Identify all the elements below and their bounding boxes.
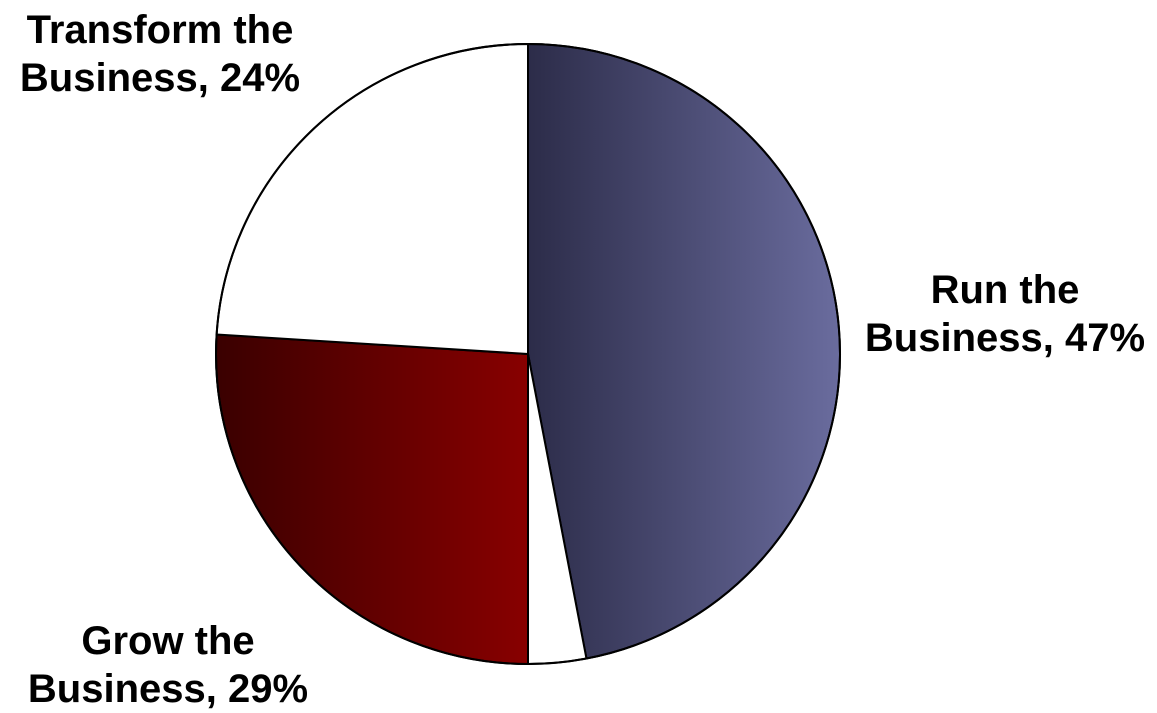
pie-slices [215, 43, 841, 665]
label-transform-line2: Business, 24% [19, 56, 301, 100]
label-grow-line1: Grow the [81, 619, 255, 663]
slice-run-the-business [527, 43, 841, 660]
label-run-the-business: Run the Business, 47% [858, 266, 1152, 362]
label-run-line2: Business, 47% [864, 316, 1146, 360]
label-grow-the-business: Grow the Business, 29% [8, 617, 328, 713]
label-transform-line1: Transform the [26, 8, 294, 52]
label-grow-line2: Business, 29% [27, 667, 309, 711]
label-transform-the-business: Transform the Business, 24% [0, 6, 320, 102]
slice-grow-the-business [215, 333, 529, 665]
label-run-line1: Run the [930, 268, 1080, 312]
pie-outline [215, 43, 841, 665]
